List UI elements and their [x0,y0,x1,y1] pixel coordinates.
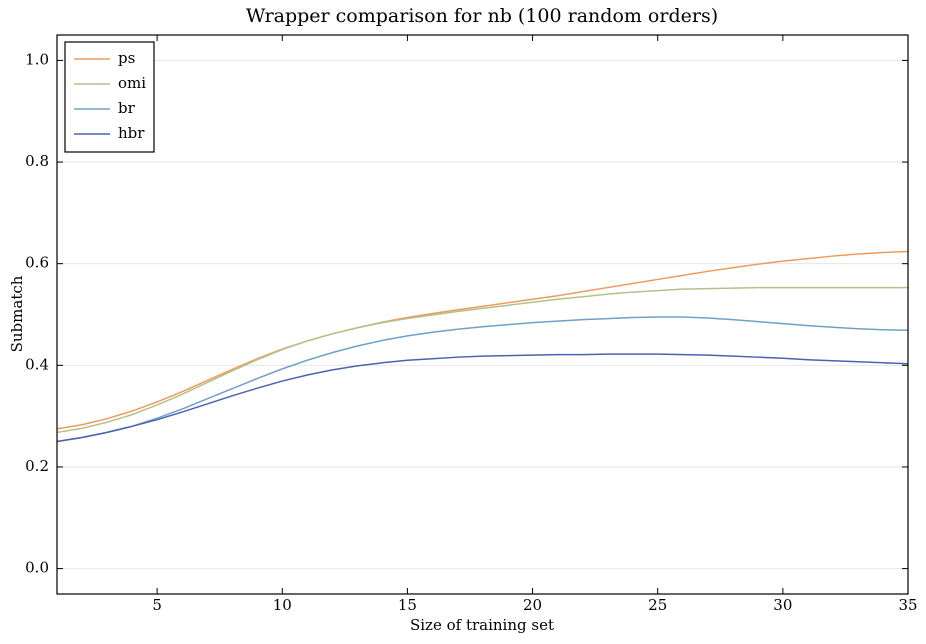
legend-label: br [118,99,136,117]
x-tick-label: 35 [898,596,917,614]
x-tick-label: 10 [273,596,292,614]
line-series [56,286,908,434]
legend-label: omi [118,74,146,92]
line-series [56,316,909,443]
x-tick-label: 15 [398,596,417,614]
y-axis-label: Submatch [8,275,26,352]
y-tick-label: 0.0 [25,559,49,577]
y-tick-label: 0.4 [25,355,49,373]
x-axis-label: Size of training set [410,616,554,634]
line-series [56,250,909,430]
y-tick-label: 0.2 [25,457,49,475]
x-tick-label: 5 [152,596,162,614]
x-tick-label: 30 [773,596,792,614]
y-tick-label: 1.0 [25,50,49,68]
plot-frame [56,34,909,595]
y-tick-label: 0.8 [25,152,49,170]
legend-label: hbr [118,124,145,142]
chart-title: Wrapper comparison for nb (100 random or… [246,5,718,27]
x-tick-label: 20 [523,596,542,614]
line-series [56,353,909,443]
x-tick-label: 25 [648,596,667,614]
y-tick-label: 0.6 [25,254,49,272]
legend-label: ps [118,49,135,67]
